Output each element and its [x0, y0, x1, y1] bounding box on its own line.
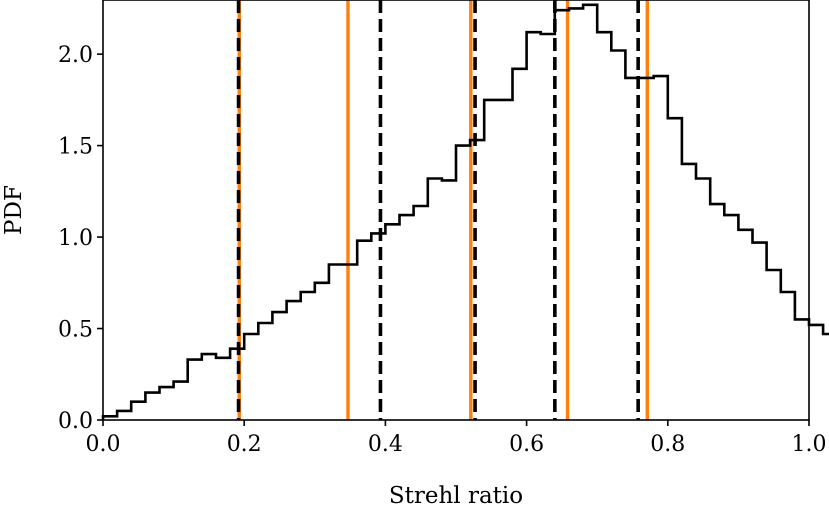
y-tick-label: 0.0 [58, 409, 93, 434]
x-axis-ticks: 0.0 0.2 0.4 0.6 0.8 1.0 [86, 420, 827, 457]
y-axis-label: PDF [1, 185, 27, 235]
x-tick-label: 0.0 [86, 432, 121, 457]
y-axis-ticks: 0.0 0.5 1.0 1.5 2.0 [58, 43, 103, 434]
x-tick-label: 0.2 [227, 432, 262, 457]
orange-vertical-lines [237, 0, 650, 420]
black-dashed-vertical-lines [236, 0, 640, 420]
histogram-step-line [101, 3, 829, 420]
plot-frame [102, 0, 810, 421]
x-tick-label: 0.4 [368, 432, 403, 457]
x-tick-label: 0.6 [509, 432, 544, 457]
y-tick-label: 2.0 [58, 43, 93, 68]
y-tick-label: 0.5 [58, 318, 93, 343]
x-tick-label: 1.0 [792, 432, 827, 457]
y-tick-label: 1.0 [58, 226, 93, 251]
x-tick-label: 0.8 [650, 432, 685, 457]
y-tick-label: 1.5 [58, 135, 93, 160]
x-axis-label: Strehl ratio [389, 483, 523, 509]
